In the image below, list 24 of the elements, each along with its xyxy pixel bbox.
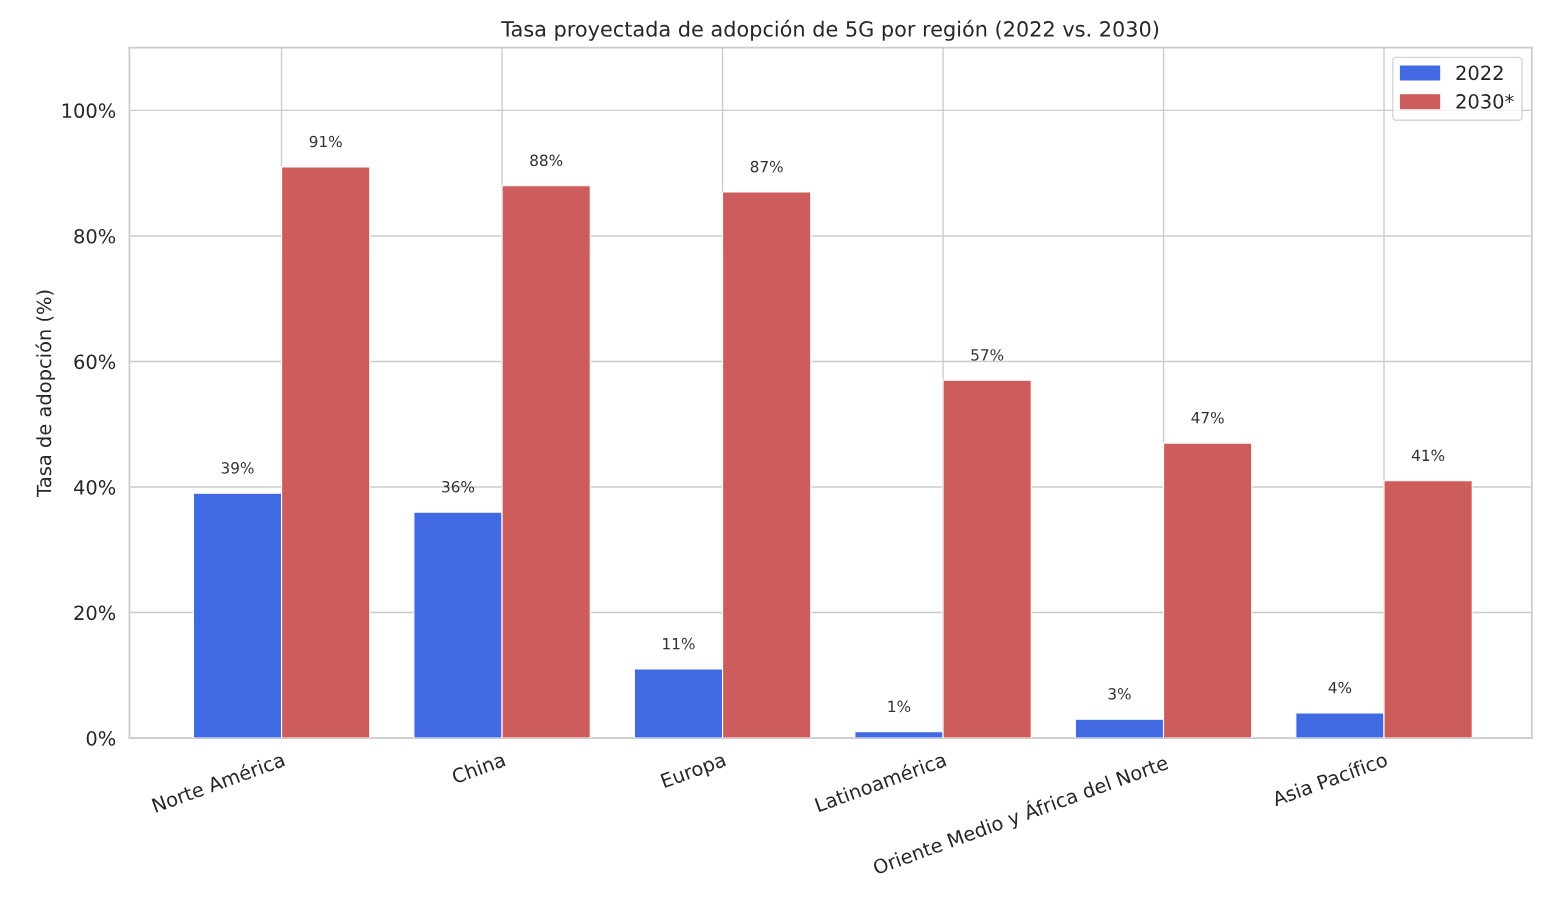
data-label: 88% [530, 154, 563, 167]
data-label: 36% [442, 480, 475, 493]
chart-title: Tasa proyectada de adopción de 5G por región (2022 vs. 2030) [501, 19, 1159, 41]
data-label: 4% [1328, 681, 1352, 694]
legend-label: 2030* [1456, 94, 1514, 109]
y-tick-label: 20% [74, 605, 116, 621]
data-label: 11% [663, 637, 695, 650]
y-tick-label: 80% [74, 228, 116, 244]
data-label: 47% [1191, 411, 1224, 424]
data-label: 87% [750, 160, 783, 173]
y-tick-label: 100% [62, 103, 116, 119]
data-label: 57% [971, 349, 1004, 361]
data-label: 39% [221, 462, 254, 474]
y-axis-title: Tasa de adopción (%) [35, 290, 56, 497]
data-label: 3% [1108, 688, 1131, 700]
legend-label: 2022 [1456, 65, 1503, 81]
y-tick-label: 0% [86, 731, 116, 746]
y-tick-label: 40% [73, 479, 116, 495]
data-label: 41% [1411, 449, 1445, 462]
x-tick-label: Europa [660, 752, 728, 792]
y-tick-label: 60% [74, 354, 116, 370]
data-label: 91% [309, 135, 342, 148]
data-label: 1% [888, 700, 911, 713]
x-tick-label: China [450, 751, 506, 785]
